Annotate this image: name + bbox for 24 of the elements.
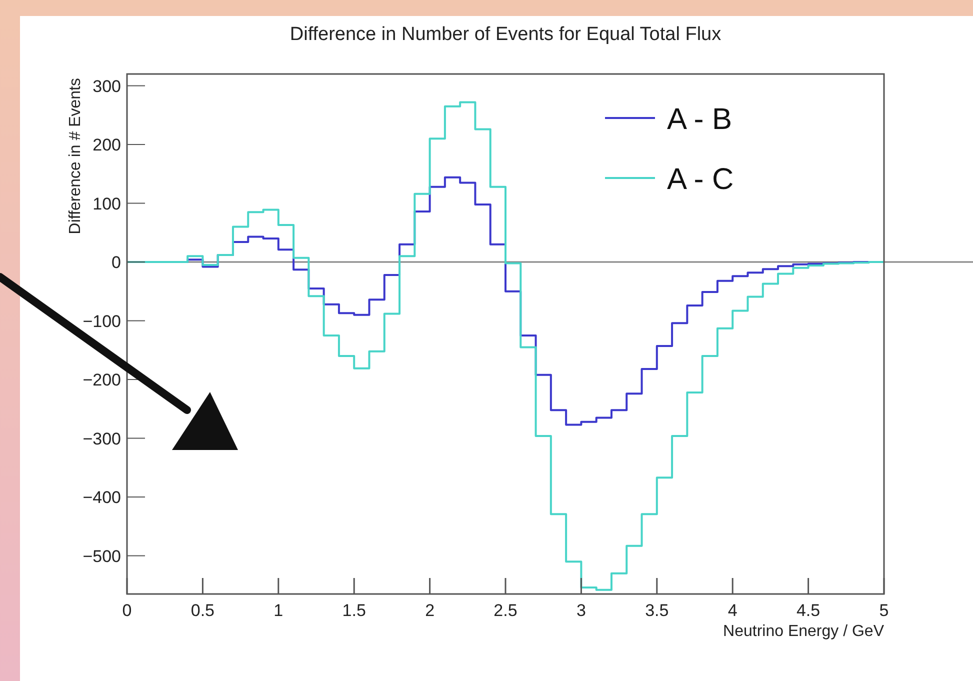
- y-tick-label: 200: [92, 136, 121, 155]
- x-axis-title: Neutrino Energy / GeV: [723, 623, 884, 640]
- y-tick-label: 100: [92, 194, 121, 214]
- y-tick-label: −500: [82, 546, 121, 566]
- x-tick-label: 1.5: [342, 601, 366, 620]
- y-tick-label: −100: [82, 312, 121, 331]
- y-tick-label: 0: [112, 253, 121, 272]
- x-tick-label: 5: [879, 601, 889, 620]
- x-tick-label: 4: [728, 601, 738, 620]
- x-tick-label: 3.5: [645, 601, 669, 620]
- y-tick-label: 300: [92, 76, 121, 96]
- x-tick-label: 2.5: [494, 601, 518, 620]
- chart-title: Difference in Number of Events for Equal Total Flux: [290, 24, 722, 45]
- y-axis-title: Difference in # Events: [67, 78, 84, 234]
- y-tick-label: −200: [82, 370, 121, 390]
- legend-label: A - C: [667, 163, 734, 196]
- x-tick-label: 3: [576, 601, 586, 620]
- x-tick-label: 1: [274, 601, 284, 620]
- x-tick-label: 2: [425, 601, 435, 620]
- x-tick-label: 4.5: [796, 601, 820, 620]
- y-tick-label: −400: [82, 488, 121, 508]
- y-tick-label: −300: [82, 429, 121, 448]
- x-tick-label: 0.5: [190, 601, 215, 620]
- legend-label: A - B: [667, 103, 732, 136]
